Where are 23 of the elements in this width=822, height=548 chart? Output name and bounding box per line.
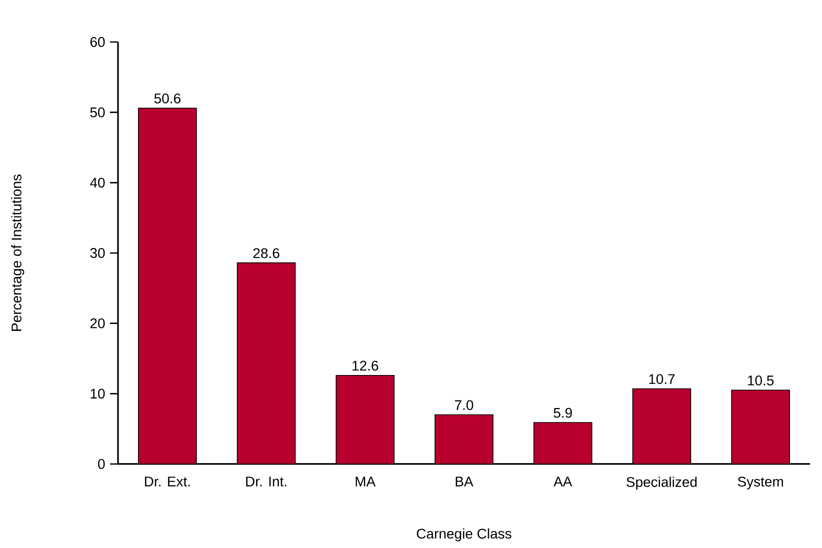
y-tick-label: 0 (98, 459, 105, 469)
y-tick-label: 20 (90, 318, 105, 328)
x-tick-label: BA (456, 476, 474, 486)
data-label: 5.9 (554, 408, 572, 418)
data-label: 10.5 (748, 376, 774, 386)
y-tick-label: 60 (90, 37, 105, 47)
data-label: 7.0 (454, 400, 474, 410)
data-label: 10.7 (649, 374, 675, 384)
y-tick-label: 50 (90, 107, 105, 118)
data-label: 28.6 (253, 248, 280, 258)
y-tick-label: 10 (90, 388, 105, 399)
data-label: 12.6 (352, 360, 378, 371)
x-tick-label: MA (356, 476, 376, 486)
x-tick-label: AA (554, 476, 572, 486)
x-tick-label: Dr. Ext. (144, 476, 190, 486)
x-tick-label: Specialized (626, 476, 697, 490)
x-tick-label: System (738, 476, 783, 490)
x-axis-title: Carnegie Class (416, 528, 512, 542)
y-tick-label: 30 (90, 248, 105, 258)
y-tick-label: 40 (90, 178, 105, 188)
x-tick-label: Dr. Int. (246, 476, 286, 486)
data-label: 50.6 (154, 93, 180, 104)
y-axis-title: Percentage of Institutions (11, 174, 24, 331)
